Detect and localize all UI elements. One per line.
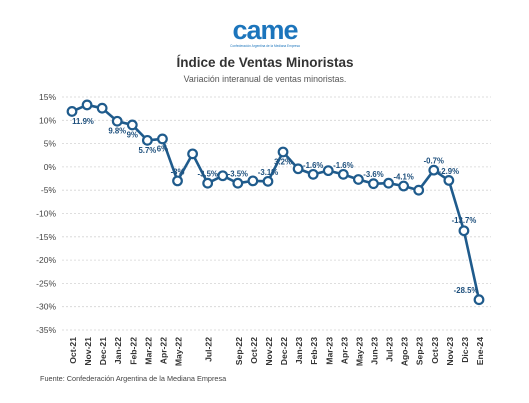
- logo-tagline: Confederación Argentina de la Mediana Em…: [230, 44, 300, 48]
- data-label: -4.1%: [393, 173, 413, 182]
- y-tick-label: -5%: [41, 185, 57, 195]
- series-line: [70, 103, 481, 302]
- x-tick-label: May-23: [354, 337, 364, 366]
- data-point: [187, 148, 198, 160]
- data-label: 6%: [157, 144, 168, 153]
- data-point: [232, 177, 244, 189]
- x-tick-label: Jun-23: [369, 337, 379, 365]
- x-tick-label: Sep-23: [415, 337, 425, 365]
- data-label: -13.7%: [452, 216, 477, 225]
- y-tick-label: 0%: [44, 162, 57, 172]
- chart-title: Índice de Ventas Minoristas: [176, 55, 353, 70]
- x-tick-label: Sep-22: [234, 337, 244, 365]
- data-point: [443, 175, 455, 186]
- x-tick-label: Apr-23: [339, 337, 349, 364]
- x-tick-label: Feb-22: [128, 337, 138, 365]
- data-point: [428, 164, 440, 176]
- x-tick-label: Nov-22: [264, 337, 274, 366]
- data-point: [111, 115, 123, 127]
- y-tick-label: 15%: [39, 92, 56, 102]
- x-tick-label: Dec-21: [98, 337, 108, 365]
- data-point: [262, 175, 274, 187]
- logo: came Confederación Argentina de la Media…: [230, 15, 300, 48]
- data-label: 3.2%: [274, 157, 292, 166]
- data-point: [307, 168, 319, 180]
- data-point: [353, 174, 364, 185]
- data-label: -3.6%: [363, 170, 383, 179]
- data-label: 9%: [127, 130, 138, 139]
- data-label: -3%: [171, 167, 185, 176]
- x-tick-label: Nov-23: [445, 337, 455, 366]
- gridlines: [62, 96, 491, 331]
- x-tick-label: May-22: [174, 337, 184, 366]
- data-label: -3.5%: [197, 170, 217, 179]
- data-points: [66, 99, 485, 306]
- y-tick-label: -25%: [36, 278, 56, 288]
- x-tick-label: Apr-22: [158, 337, 168, 364]
- data-point: [202, 177, 214, 189]
- x-tick-label: Oct-21: [68, 337, 78, 364]
- x-tick-label: Dec-22: [279, 337, 289, 365]
- x-axis: Oct-21 Nov-21 Dec-21 Jan-22 Feb-22 Mar-22 Apr-…: [68, 337, 485, 366]
- y-tick-label: 10%: [39, 115, 56, 125]
- x-tick-label: Jan-22: [113, 337, 123, 364]
- data-point: [398, 180, 410, 192]
- data-point: [247, 175, 259, 187]
- x-tick-label: Nov-21: [83, 337, 93, 366]
- data-point: [322, 165, 334, 177]
- data-point: [337, 168, 349, 180]
- data-point: [368, 178, 379, 190]
- x-tick-label: Jul-23: [385, 337, 395, 362]
- data-point: [292, 163, 304, 175]
- y-tick-label: -15%: [36, 232, 56, 242]
- logo-wordmark: came: [232, 15, 298, 45]
- data-label: -2.9%: [439, 167, 459, 176]
- data-point: [172, 175, 183, 187]
- x-tick-label: Jan-23: [294, 337, 304, 364]
- data-point: [413, 184, 425, 196]
- data-point: [157, 133, 168, 145]
- data-point: [458, 225, 470, 237]
- y-tick-label: -35%: [36, 325, 56, 335]
- data-point: [66, 106, 78, 117]
- y-tick-label: -30%: [36, 302, 56, 312]
- y-axis: 15% 10% 5% 0% -5% -10% -15% -20% -25% -30% -35%: [36, 92, 56, 335]
- x-tick-label: Ene-24: [475, 337, 485, 365]
- data-label: -3.1%: [258, 168, 278, 177]
- x-tick-label: Feb-23: [309, 337, 319, 365]
- chart-subtitle: Variación interanual de ventas minorista…: [184, 74, 347, 84]
- data-label: 5.7%: [138, 146, 156, 155]
- x-tick-label: Ago-23: [400, 337, 410, 366]
- x-tick-label: Oct-23: [430, 337, 440, 364]
- source-note: Fuente: Confederación Argentina de la Me…: [40, 374, 227, 383]
- x-tick-label: Mar-23: [324, 337, 334, 365]
- data-label: -3.5%: [228, 170, 248, 179]
- data-label: -1.6%: [333, 161, 353, 170]
- y-tick-label: -20%: [36, 255, 56, 265]
- data-labels: 11.9% 9.8% 9%5.7% 6% -3% -3.5% -3.5% -3.1% 3.2% -…: [72, 117, 478, 295]
- data-point: [141, 134, 153, 146]
- x-tick-label: Jul-22: [204, 337, 214, 362]
- x-tick-label: Dic-23: [460, 337, 470, 363]
- data-point: [383, 177, 394, 189]
- x-tick-label: Mar-22: [143, 337, 153, 365]
- y-tick-label: -10%: [36, 209, 56, 219]
- data-point: [217, 170, 229, 182]
- y-tick-label: 5%: [44, 139, 57, 149]
- data-label: 9.8%: [108, 127, 126, 136]
- data-label: -0.7%: [424, 157, 444, 166]
- data-point: [473, 294, 485, 306]
- data-point: [96, 102, 108, 114]
- data-label: -1.6%: [303, 161, 323, 170]
- data-label: -28.5%: [454, 286, 479, 295]
- data-point: [81, 99, 93, 111]
- x-tick-label: Oct-22: [249, 337, 259, 364]
- data-label: 11.9%: [72, 117, 94, 126]
- data-point: [126, 119, 138, 131]
- data-point: [277, 146, 289, 158]
